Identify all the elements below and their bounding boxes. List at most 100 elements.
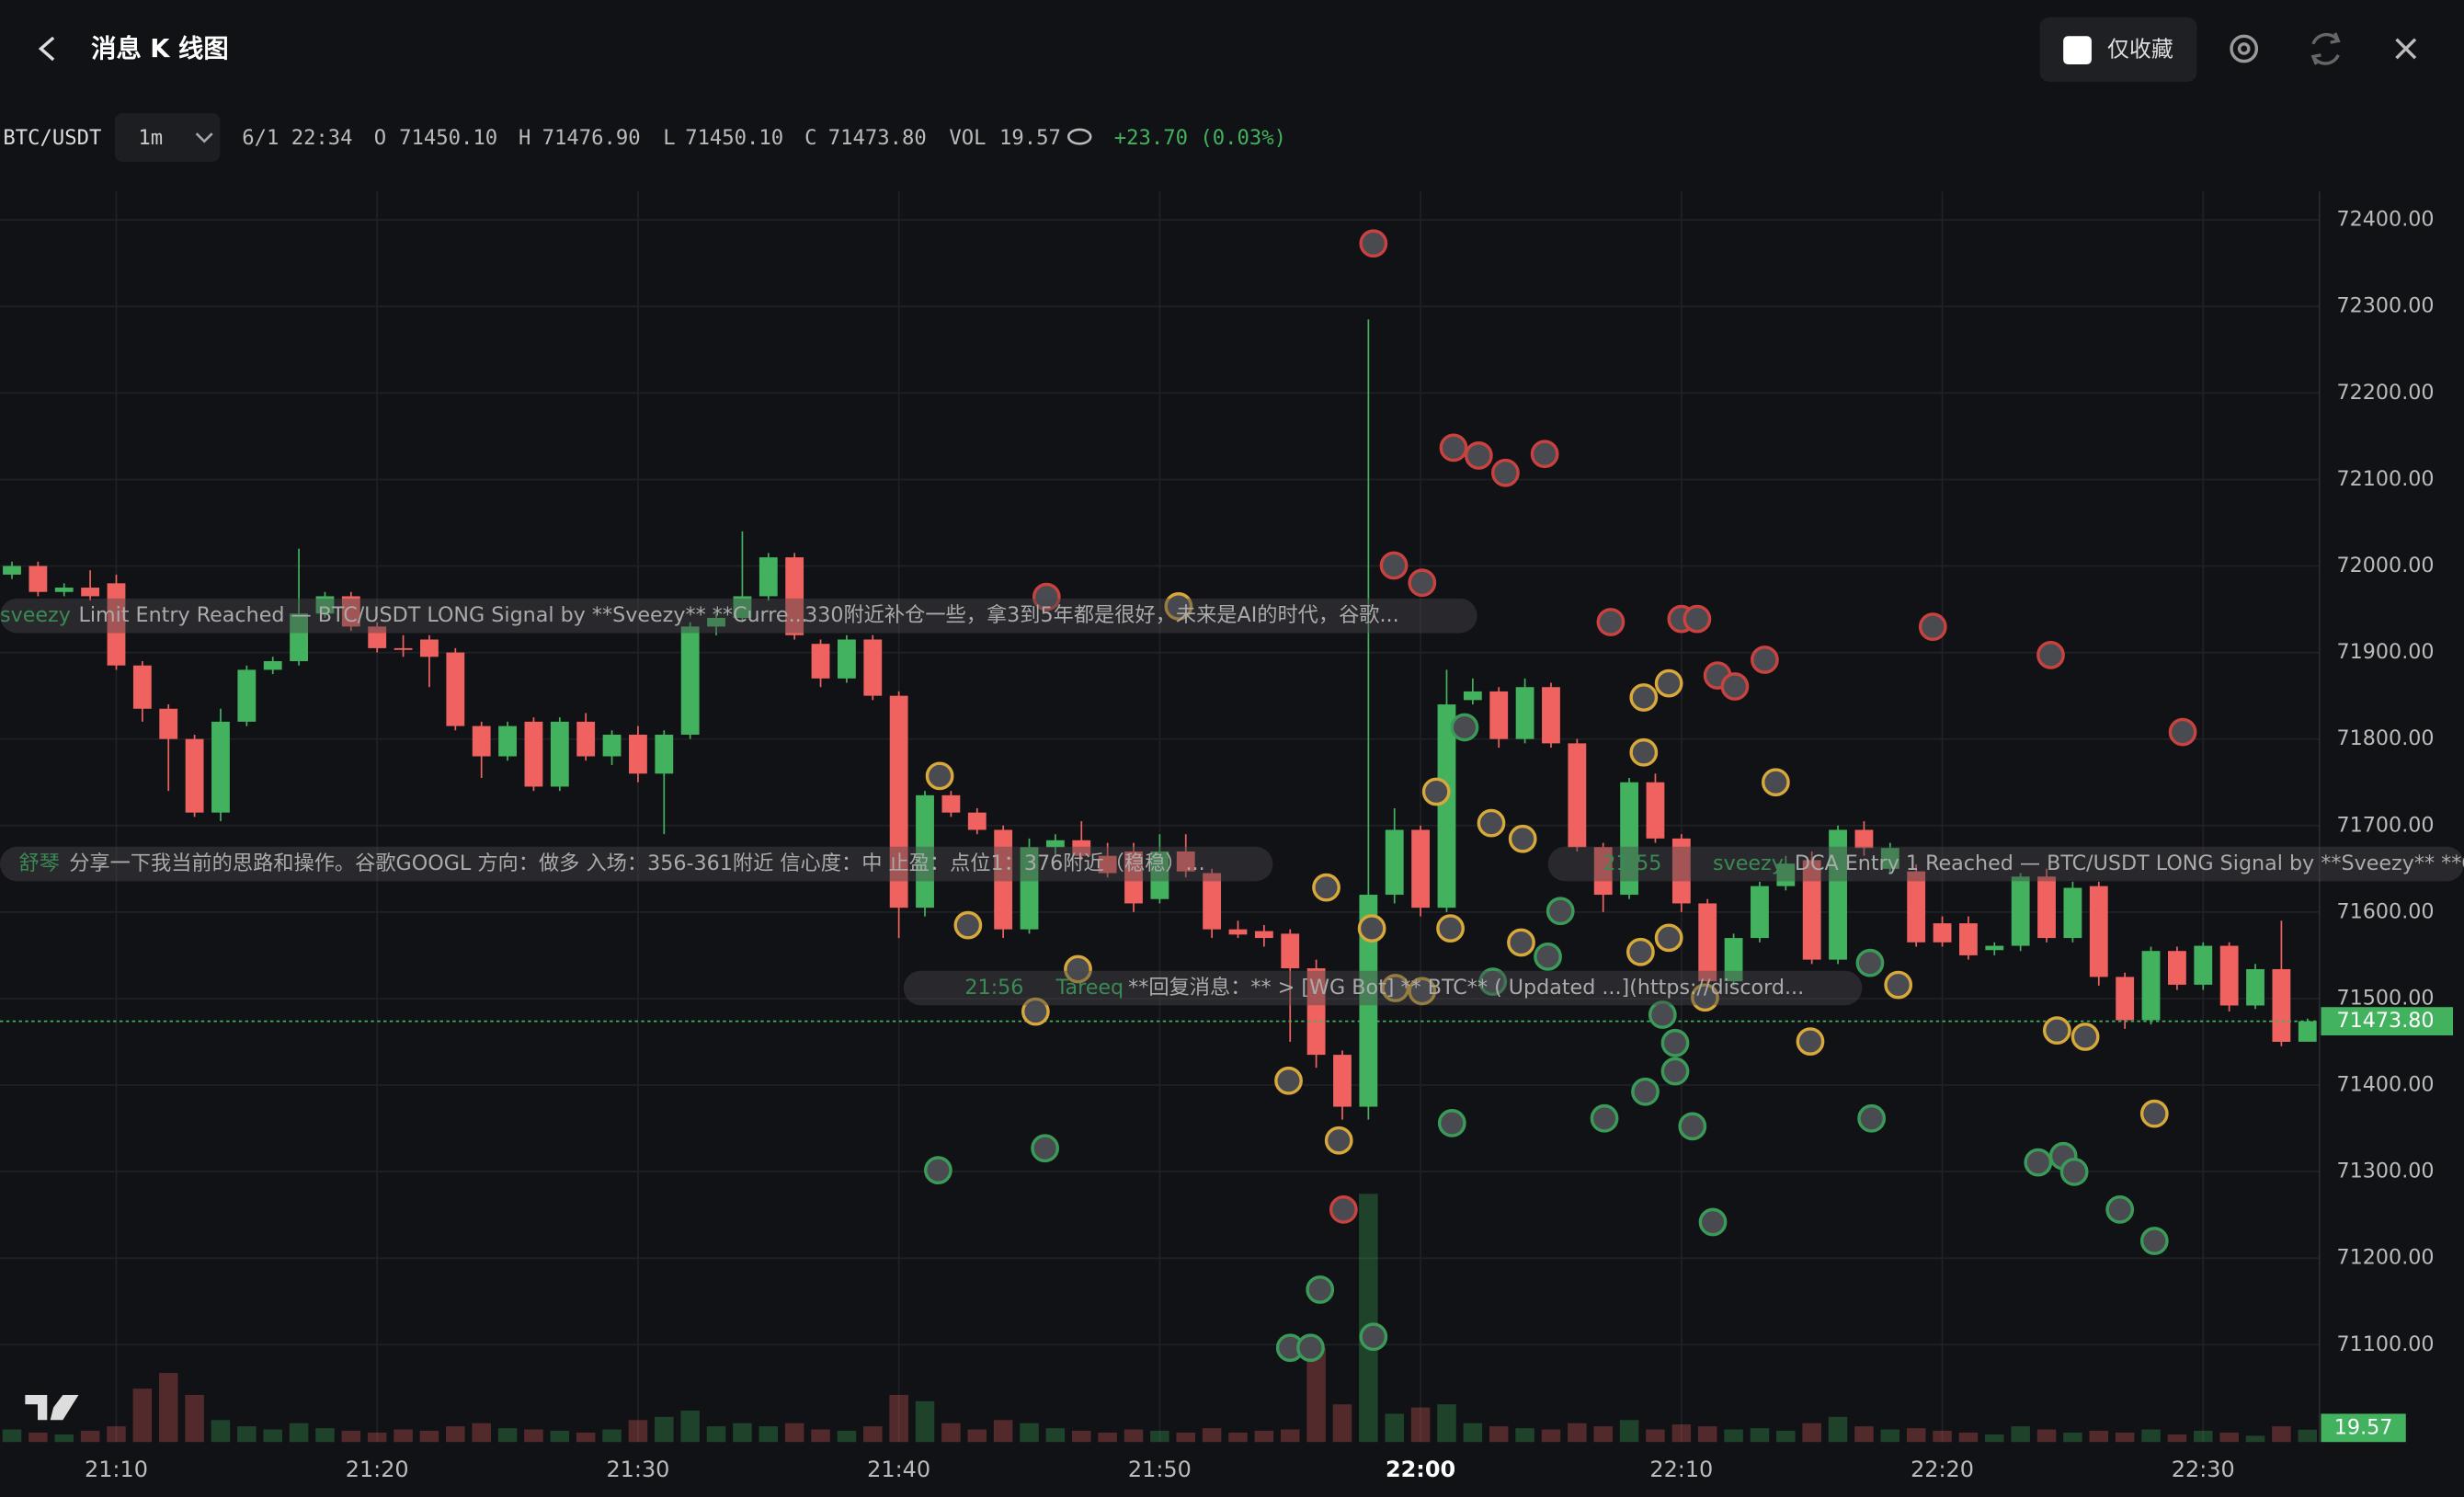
message-avatar[interactable] (1698, 1207, 1728, 1237)
message-avatar[interactable] (1357, 914, 1386, 943)
message-banner[interactable]: 舒琴 分享一下我当前的思路和操作。谷歌GOOGL 方向：做多 入场：356-361… (0, 846, 1273, 882)
message-avatar[interactable] (1683, 604, 1712, 634)
message-avatar[interactable] (1439, 433, 1468, 463)
candle-body (2037, 876, 2056, 939)
message-avatar[interactable] (2059, 1158, 2089, 1186)
message-avatar[interactable] (1654, 923, 1683, 953)
volume-bar (628, 1420, 648, 1443)
candle-body (3, 566, 21, 575)
message-avatar[interactable] (1464, 441, 1493, 470)
message-avatar[interactable] (953, 910, 983, 940)
candle-body (1203, 873, 1222, 930)
volume-bar (811, 1429, 830, 1443)
message-avatar[interactable] (1381, 974, 1410, 1002)
message-banner[interactable]: sveezy Limit Entry Reached — BTC/USDT LON… (0, 598, 1477, 634)
candle-body (472, 726, 491, 757)
message-avatar[interactable] (1312, 873, 1340, 902)
message-avatar[interactable] (1855, 948, 1885, 977)
message-avatar[interactable] (1884, 970, 1913, 1000)
message-avatar[interactable] (1021, 997, 1050, 1026)
message-avatar[interactable] (1534, 942, 1562, 971)
message-avatar[interactable] (1590, 1103, 1619, 1133)
message-avatar[interactable] (924, 1156, 953, 1185)
message-avatar[interactable] (1450, 713, 1479, 742)
message-avatar[interactable] (1359, 229, 1388, 258)
message-avatar[interactable] (1064, 954, 1092, 984)
message-avatar[interactable] (1546, 897, 1575, 926)
message-text: 21:55 (1603, 851, 1661, 875)
close-button[interactable] (2395, 38, 2417, 60)
message-avatar[interactable] (1508, 824, 1537, 853)
message-avatar[interactable] (1720, 672, 1750, 701)
volume-bar (706, 1426, 726, 1443)
candle-body (1776, 863, 1796, 886)
message-avatar[interactable] (1032, 582, 1061, 611)
message-banner[interactable]: 21:56 Tareeq **回复消息：** > [WG Bot] ** BTC**… (903, 970, 1863, 1006)
message-avatar[interactable] (1408, 568, 1437, 598)
volume-bar (1463, 1423, 1483, 1443)
message-avatar[interactable] (1379, 551, 1409, 580)
message-avatar[interactable] (1596, 608, 1626, 636)
message-avatar[interactable] (1629, 737, 1659, 767)
interval-dropdown[interactable] (114, 112, 221, 162)
message-avatar[interactable] (1274, 1066, 1303, 1095)
message-avatar[interactable] (2036, 640, 2065, 669)
candle-body (1880, 848, 1899, 869)
message-avatar[interactable] (2070, 1023, 2100, 1051)
message-avatar[interactable] (1031, 1134, 1059, 1163)
last-price-label: 71473.80 (2337, 1009, 2435, 1033)
message-avatar[interactable] (1530, 440, 1559, 469)
message-avatar[interactable] (2139, 1099, 2169, 1128)
message-avatar[interactable] (1648, 1000, 1677, 1029)
refresh-button[interactable] (2310, 32, 2341, 65)
message-avatar[interactable] (1691, 983, 1719, 1012)
message-avatar[interactable] (1306, 1275, 1335, 1304)
message-avatar[interactable] (1631, 1077, 1660, 1106)
favorites-toggle[interactable] (2039, 17, 2197, 82)
checkbox[interactable] (2063, 36, 2092, 65)
message-avatar[interactable] (1507, 928, 1535, 957)
message-avatar[interactable] (1751, 646, 1779, 674)
message-avatar[interactable] (1857, 1103, 1887, 1133)
volume-bar (263, 1429, 282, 1443)
message-avatar[interactable] (1491, 458, 1520, 487)
back-button[interactable] (38, 36, 55, 62)
message-avatar[interactable] (1164, 592, 1193, 621)
message-avatar[interactable] (1477, 808, 1506, 838)
candle-body (1489, 691, 1509, 739)
visibility-toggle[interactable] (1067, 128, 1092, 145)
message-avatar[interactable] (1437, 1109, 1466, 1137)
message-avatar[interactable] (1324, 1126, 1353, 1155)
message-avatar[interactable] (1359, 1322, 1388, 1352)
message-avatar[interactable] (1761, 768, 1790, 797)
y-tick-label: 71900.00 (2337, 640, 2435, 664)
message-avatar[interactable] (1918, 612, 1947, 641)
message-avatar[interactable] (925, 761, 954, 791)
message-avatar[interactable] (2168, 717, 2197, 747)
settings-button[interactable] (2230, 34, 2259, 63)
message-avatar[interactable] (1421, 777, 1451, 806)
message-avatar[interactable] (1660, 1057, 1690, 1086)
message-avatar[interactable] (2042, 1016, 2071, 1046)
message-avatar[interactable] (1629, 683, 1659, 712)
message-avatar[interactable] (1796, 1027, 1825, 1056)
message-avatar[interactable] (1478, 967, 1508, 997)
volume-bar (1124, 1429, 1144, 1443)
message-avatar[interactable] (1296, 1333, 1325, 1363)
message-avatar[interactable] (2139, 1227, 2169, 1255)
last-volume-label: 19.57 (2334, 1415, 2393, 1439)
message-avatar[interactable] (1654, 669, 1683, 698)
message-avatar[interactable] (1660, 1028, 1690, 1057)
message-avatar[interactable] (1329, 1195, 1358, 1224)
message-avatar[interactable] (1626, 937, 1655, 966)
message-avatar[interactable] (1678, 1112, 1707, 1141)
candle-body (1542, 687, 1560, 744)
candle-body (1254, 931, 1273, 939)
message-banner[interactable]: 21:55 sveezy DCA Entry 1 Reached — BTC/USD… (1547, 846, 2464, 882)
x-tick-label: 22:30 (2172, 1457, 2235, 1482)
message-avatar[interactable] (1408, 977, 1437, 1006)
message-avatar[interactable] (2024, 1148, 2053, 1177)
message-avatar[interactable] (2105, 1195, 2135, 1224)
message-avatar[interactable] (1436, 914, 1465, 943)
volume-bar (941, 1423, 961, 1443)
